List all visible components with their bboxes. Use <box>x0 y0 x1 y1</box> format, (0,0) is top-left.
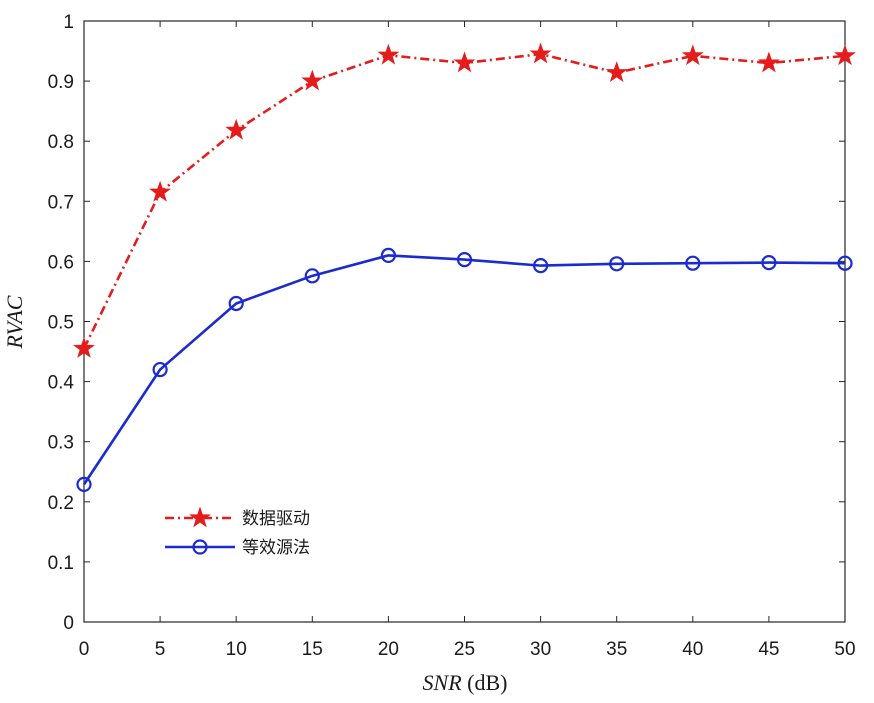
legend-item-1: 数据驱动 <box>165 506 310 529</box>
y-tick-label: 0 <box>63 613 74 634</box>
x-tick-label: 0 <box>79 639 90 660</box>
data-point-circle <box>532 258 549 274</box>
series-layer <box>73 42 856 492</box>
x-tick-label: 25 <box>454 639 475 660</box>
data-point-circle <box>837 255 853 271</box>
x-tick-label: 15 <box>302 639 323 660</box>
data-point-star <box>453 51 476 73</box>
legend-circle-marker <box>192 539 208 555</box>
series-line-2 <box>82 254 846 486</box>
plot-area <box>83 20 846 623</box>
y-tick-label: 0.7 <box>48 192 74 213</box>
x-tick-label: 30 <box>530 639 551 660</box>
y-tick-label: 0.3 <box>48 433 74 454</box>
x-tick-label: 50 <box>834 639 855 660</box>
data-point-star <box>377 43 400 65</box>
y-tick-label: 0.9 <box>48 72 74 93</box>
y-axis-title: RVAC <box>2 295 27 349</box>
data-point-circle <box>456 251 473 268</box>
y-tick-label: 0.6 <box>48 252 74 273</box>
data-point-circle <box>76 476 92 492</box>
data-point-star <box>529 42 552 64</box>
data-point-star <box>149 180 172 202</box>
x-tick-label: 40 <box>682 639 703 660</box>
x-axis-title: SNR (dB) <box>423 670 508 695</box>
data-point-circle <box>761 255 777 271</box>
y-tick-label: 0.1 <box>48 553 74 574</box>
data-point-circle <box>152 361 168 378</box>
y-tick-label: 0.2 <box>48 493 74 514</box>
data-point-star <box>225 118 248 140</box>
x-tick-label: 20 <box>378 639 399 660</box>
ticks: 0 5 10 15 20 25 30 35 40 45 50 0 0.1 0.2 0.3 0.4 0.5 0.6 0… <box>48 12 856 660</box>
legend-label-1: 数据驱动 <box>242 509 310 529</box>
x-tick-label: 35 <box>606 639 627 660</box>
data-point-circle <box>380 247 396 263</box>
data-point-circle <box>304 268 320 284</box>
data-point-circle <box>685 255 701 271</box>
y-tick-label: 0.4 <box>48 373 75 394</box>
data-point-star <box>757 51 780 73</box>
x-tick-label: 45 <box>758 639 779 660</box>
data-point-star <box>681 44 704 66</box>
y-tick-label: 1 <box>63 12 74 33</box>
y-tick-label: 0.5 <box>48 313 74 334</box>
data-point-star <box>834 44 856 66</box>
data-point-circle <box>609 256 625 272</box>
data-point-star <box>301 69 324 91</box>
data-point-star <box>605 61 628 83</box>
data-point-star <box>73 337 95 358</box>
legend-item-2: 等效源法 <box>165 538 310 558</box>
legend-label-2: 等效源法 <box>242 538 310 558</box>
data-point-circle <box>228 295 244 312</box>
legend-star-marker <box>189 506 211 528</box>
x-tick-label: 10 <box>226 639 247 660</box>
x-tick-label: 5 <box>155 639 166 660</box>
legend: 数据驱动 等效源法 <box>165 506 310 558</box>
y-tick-label: 0.8 <box>48 132 74 153</box>
